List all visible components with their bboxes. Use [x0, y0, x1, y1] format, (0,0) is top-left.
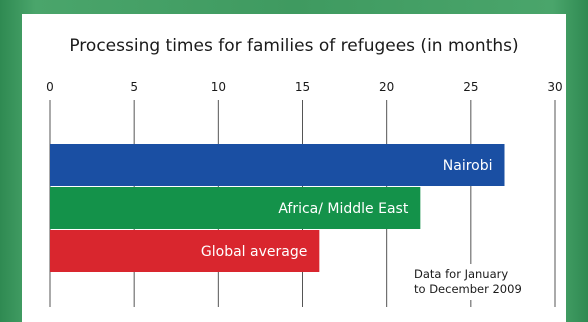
chart-title: Processing times for families of refugee…	[69, 36, 518, 56]
tick-label-15: 15	[295, 80, 310, 94]
tick-label-30: 30	[547, 80, 562, 94]
x-axis-ticks: 0 5 10 15 20 25 30	[46, 80, 562, 94]
bar-2	[50, 230, 320, 272]
tick-label-20: 20	[379, 80, 394, 94]
bar-1	[50, 187, 421, 229]
bar-label-1: Africa/ Middle East	[278, 201, 409, 217]
bar-0	[50, 144, 505, 186]
bars: Nairobi Africa/ Middle East Global average	[50, 144, 505, 272]
bar-label-2: Global average	[201, 244, 307, 260]
tick-label-5: 5	[130, 80, 138, 94]
tick-label-25: 25	[463, 80, 478, 94]
bar-chart: Processing times for families of refugee…	[46, 36, 563, 307]
tick-label-0: 0	[46, 80, 54, 94]
note-line-1: to December 2009	[414, 282, 522, 296]
note-background	[410, 264, 542, 300]
bar-label-0: Nairobi	[443, 158, 493, 174]
note-line-0: Data for January	[414, 267, 508, 281]
chart-panel: Processing times for families of refugee…	[22, 14, 566, 322]
tick-label-10: 10	[211, 80, 226, 94]
